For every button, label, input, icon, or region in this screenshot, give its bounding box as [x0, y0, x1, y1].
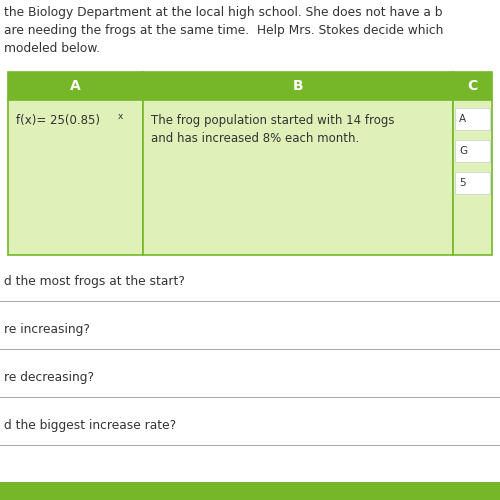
Text: 5: 5	[459, 178, 466, 188]
Text: re increasing?: re increasing?	[4, 323, 90, 336]
Bar	[455, 140, 490, 162]
Text: x: x	[118, 112, 124, 121]
Bar	[453, 100, 492, 255]
Text: A: A	[459, 114, 466, 124]
Text: the Biology Department at the local high school. She does not have a b: the Biology Department at the local high…	[4, 6, 442, 19]
Text: A: A	[70, 79, 81, 93]
Bar	[455, 108, 490, 130]
Text: f(x)= 25(0.85): f(x)= 25(0.85)	[16, 114, 100, 127]
Bar	[455, 172, 490, 194]
Bar	[143, 72, 453, 100]
Bar	[8, 72, 143, 100]
Bar	[453, 72, 492, 100]
Text: re decreasing?: re decreasing?	[4, 371, 94, 384]
Text: C: C	[468, 79, 477, 93]
Text: modeled below.: modeled below.	[4, 42, 100, 55]
Text: G: G	[459, 146, 467, 156]
Text: are needing the frogs at the same time.  Help Mrs. Stokes decide which: are needing the frogs at the same time. …	[4, 24, 444, 37]
Text: B: B	[292, 79, 304, 93]
Bar	[143, 100, 453, 255]
Bar	[8, 100, 143, 255]
Text: The frog population started with 14 frogs: The frog population started with 14 frog…	[151, 114, 394, 127]
Text: and has increased 8% each month.: and has increased 8% each month.	[151, 132, 359, 145]
Text: d the biggest increase rate?: d the biggest increase rate?	[4, 419, 176, 432]
Text: d the most frogs at the start?: d the most frogs at the start?	[4, 275, 185, 288]
Bar	[0, 482, 500, 500]
